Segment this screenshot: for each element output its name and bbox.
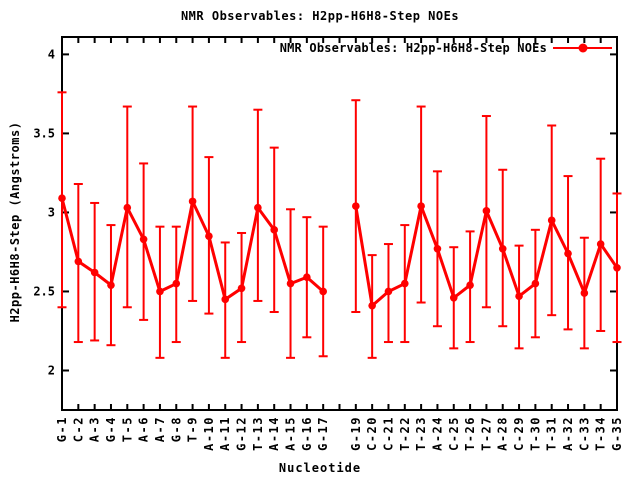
data-point (368, 301, 376, 310)
y-tick-label: 4 (48, 47, 55, 61)
data-point (352, 202, 360, 210)
data-point (613, 263, 621, 272)
x-tick-label: A-32 (561, 416, 575, 451)
data-point (58, 194, 66, 203)
data-point (596, 240, 605, 248)
plot-frame (61, 36, 618, 411)
y-tick-label: 3.5 (33, 126, 55, 140)
x-ticks (61, 37, 618, 410)
data-point (172, 279, 181, 288)
data-point (449, 293, 458, 302)
x-tick-labels: G-1 C-2 A-3 G-4 T-5 A-6 A-7 G-8 T-9 A-10 A-11 G-12 T… (55, 416, 624, 451)
x-tick-label: A-11 (218, 416, 232, 451)
x-tick-label: G-1 (55, 416, 69, 442)
legend-label: NMR Observables: H2pp-H6H8-Step NOEs (279, 41, 547, 55)
x-tick-label: G-12 (235, 416, 249, 451)
x-tick-label: A-10 (202, 416, 216, 451)
y-tick-labels: 2 2.5 3 3.5 4 (33, 47, 55, 377)
data-point (531, 279, 540, 288)
x-tick-label: G-8 (169, 416, 183, 442)
data-point (482, 207, 491, 215)
x-tick-label: A-24 (430, 416, 444, 451)
data-point (515, 292, 523, 301)
x-tick-label: G-35 (610, 416, 624, 451)
x-tick-label: G-19 (349, 416, 363, 451)
data-point (188, 197, 197, 206)
x-tick-label: C-25 (447, 416, 461, 451)
y-tick-label: 2.5 (33, 284, 55, 298)
x-tick-label: T-30 (528, 416, 542, 451)
x-tick-label: C-29 (512, 416, 526, 451)
y-tick-label: 3 (48, 205, 55, 219)
data-point (107, 281, 115, 289)
x-tick-label: T-34 (594, 416, 608, 451)
x-axis-label: Nucleotide (278, 461, 362, 475)
error-bars (57, 91, 622, 359)
data-point (205, 232, 213, 240)
data-point (254, 203, 262, 212)
x-tick-label: T-5 (120, 416, 134, 442)
y-tick-label: 2 (48, 363, 55, 377)
x-tick-label: C-20 (365, 416, 379, 451)
data-point (466, 281, 474, 289)
data-point (221, 295, 230, 304)
x-tick-label: T-9 (186, 416, 200, 442)
x-tick-label: T-22 (398, 416, 412, 451)
x-tick-label: G-16 (300, 416, 314, 451)
x-tick-label: C-21 (381, 416, 395, 451)
data-point (303, 273, 311, 282)
data-point (400, 279, 409, 288)
x-tick-label: T-27 (479, 416, 493, 451)
legend-point-icon (578, 43, 587, 53)
data-point (270, 226, 279, 234)
x-tick-label: G-4 (104, 416, 118, 442)
x-tick-label: A-6 (137, 416, 151, 442)
x-tick-label: A-7 (153, 416, 167, 442)
chart-title: NMR Observables: H2pp-H6H8-Step NOEs (180, 9, 460, 23)
x-tick-label: T-31 (545, 416, 559, 451)
data-point (547, 216, 556, 225)
data-point (286, 279, 295, 288)
data-point (237, 284, 246, 293)
x-tick-label: C-33 (577, 416, 591, 451)
data-point (319, 287, 327, 296)
x-tick-label: C-2 (71, 416, 85, 442)
data-point (564, 249, 572, 258)
data-point (417, 202, 425, 210)
data-point (90, 268, 99, 277)
data-point (433, 244, 442, 253)
y-ticks (62, 53, 617, 372)
legend: NMR Observables: H2pp-H6H8-Step NOEs (280, 41, 612, 55)
series-line (60, 196, 619, 309)
y-axis-label: H2pp-H6H8-Step (Angstroms) (8, 121, 22, 323)
x-tick-label: T-26 (463, 416, 477, 451)
data-point (384, 287, 393, 296)
x-tick-label: G-17 (316, 416, 330, 451)
x-tick-label: T-23 (414, 416, 428, 451)
data-points (58, 194, 621, 310)
x-tick-label: A-14 (267, 416, 281, 451)
x-tick-label: A-3 (88, 416, 102, 442)
x-tick-label: A-28 (496, 416, 510, 451)
legend-line-marker-icon (553, 43, 612, 53)
data-point (580, 289, 589, 297)
data-point (139, 235, 148, 244)
x-tick-label: T-13 (251, 416, 265, 451)
data-point (74, 257, 83, 266)
data-point (498, 244, 507, 253)
x-tick-label: A-15 (284, 416, 298, 451)
data-point (156, 287, 164, 296)
data-point (123, 203, 132, 212)
